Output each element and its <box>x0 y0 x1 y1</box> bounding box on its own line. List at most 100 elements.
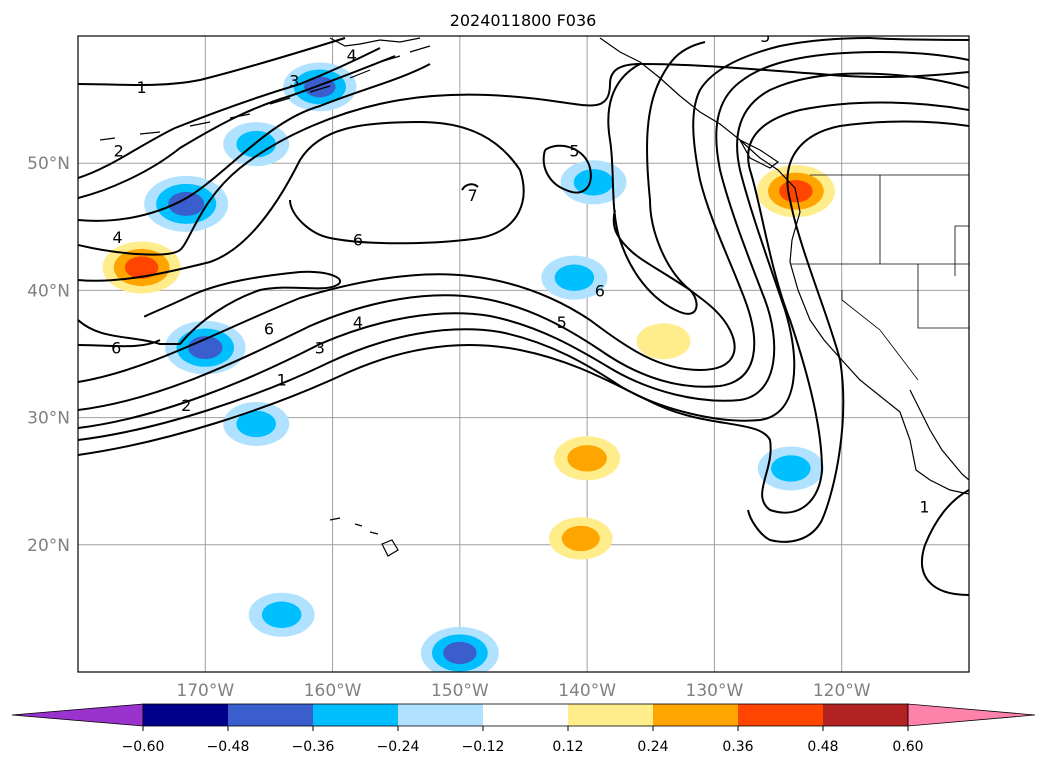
anomaly-level <box>771 455 811 482</box>
negative-anomaly-blob <box>541 255 608 300</box>
anomaly-level <box>443 641 477 665</box>
anomaly-level <box>561 525 600 552</box>
colorbar-segment <box>228 704 313 726</box>
contour-label: 7 <box>467 186 477 205</box>
contour-label: 1 <box>919 498 929 517</box>
colorbar-extend-high <box>907 703 1036 727</box>
contour-line-1-north <box>78 37 346 86</box>
y-tick-label: 30°N <box>27 409 70 429</box>
chart-title: 2024011800 F036 <box>450 11 597 30</box>
contour-label: 6 <box>353 231 363 250</box>
contour-label-layer: 1 2 3 4 5 5 7 6 4 6 5 6 4 6 3 1 2 1 <box>111 27 929 517</box>
negative-anomaly-blob <box>560 160 627 205</box>
map-frame <box>77 35 970 673</box>
anomaly-level <box>573 169 614 196</box>
contour-label: 5 <box>557 313 567 332</box>
negative-anomaly-blob <box>223 122 290 167</box>
colorbar-segment <box>143 704 228 726</box>
vancouver-island <box>738 138 780 169</box>
contour-lines <box>78 37 969 596</box>
negative-anomaly-blob <box>144 175 229 232</box>
colorbar-segment <box>653 704 738 726</box>
hawaii-islands <box>329 517 399 557</box>
colorbar-tick-label: 0.24 <box>637 739 668 755</box>
x-tick-label: 130°W <box>686 681 744 701</box>
colorbar-tick-label: −0.60 <box>122 739 165 755</box>
colorbar-segment <box>568 704 653 726</box>
colorbar-segment <box>823 704 908 726</box>
colorbar-tick-label: 0.12 <box>552 739 583 755</box>
colorbar-tick-label: −0.48 <box>207 739 250 755</box>
baja-california <box>909 389 969 481</box>
landmasses <box>99 37 969 557</box>
contour-line-6-upper <box>78 120 525 282</box>
contour-label: 4 <box>347 46 357 65</box>
aleutian-islands <box>99 45 431 141</box>
anomaly-level <box>636 323 691 360</box>
contour-line-1-far-east <box>747 37 969 596</box>
contour-label: 6 <box>595 281 605 300</box>
contour-label: 6 <box>111 339 121 358</box>
y-tick-label: 50°N <box>27 154 70 174</box>
contour-label: 4 <box>112 228 122 247</box>
colorbar-segment <box>483 704 568 726</box>
anomaly-level <box>554 264 595 291</box>
north-america-coast <box>599 37 969 495</box>
colorbar-tick-label: 0.36 <box>722 739 753 755</box>
anomaly-level <box>124 256 159 279</box>
contour-label: 3 <box>289 72 299 91</box>
negative-anomaly-blob <box>248 592 315 637</box>
anomaly-level <box>168 191 205 216</box>
contour-line-5-small <box>542 144 592 194</box>
contour-line-4-south <box>78 37 871 411</box>
contour-label: 4 <box>353 313 363 332</box>
contour-line-3-south <box>78 51 969 429</box>
contour-line-5-upper <box>78 62 969 256</box>
colorbar-tick-label: −0.24 <box>377 739 420 755</box>
x-tick-label: 160°W <box>304 681 362 701</box>
contour-label: 6 <box>264 320 274 339</box>
positive-anomaly-blob <box>554 436 621 481</box>
colorbar-segment <box>398 704 483 726</box>
contour-label: 1 <box>137 78 147 97</box>
y-tick-label: 20°N <box>27 536 70 556</box>
positive-anomaly-blob <box>548 517 613 560</box>
x-tick-label: 120°W <box>813 681 871 701</box>
contour-line-4-north <box>78 63 431 222</box>
positive-anomaly-blob <box>636 323 691 360</box>
colorbar-tick-label: 0.48 <box>807 739 838 755</box>
anomaly-level <box>261 601 302 628</box>
contour-label: 1 <box>277 370 287 389</box>
x-tick-label: 140°W <box>558 681 616 701</box>
contour-line-6-south <box>78 270 342 345</box>
colorbar-segment <box>738 704 823 726</box>
contour-label: 5 <box>760 27 770 46</box>
colorbar-tick-label: −0.36 <box>292 739 335 755</box>
contour-line-6-east <box>78 63 698 348</box>
negative-anomaly-blob <box>757 446 824 491</box>
contour-line-2-south <box>78 72 969 441</box>
anomaly-level <box>567 445 607 472</box>
colorbar: −0.60 −0.48 −0.36 −0.24 −0.12 0.12 0.24 0.36 0.4… <box>11 703 1036 755</box>
axis-tick-labels: 170°W 160°W 150°W 140°W 130°W 120°W 20°N 30°N 40… <box>27 154 871 701</box>
contour-label: 5 <box>569 141 579 160</box>
negative-anomaly-blob <box>165 320 246 375</box>
negative-anomaly-blob <box>223 401 290 446</box>
colorbar-extend-low <box>11 703 144 727</box>
y-tick-label: 40°N <box>27 281 70 301</box>
colorbar-frame <box>142 703 909 727</box>
contour-line-7 <box>461 183 479 191</box>
contour-label: 2 <box>181 396 191 415</box>
positive-anomaly-blob <box>102 241 181 294</box>
anomaly-level <box>236 410 276 438</box>
colorbar-segment <box>313 704 398 726</box>
contour-line-2-north <box>78 47 381 179</box>
contour-label: 2 <box>114 141 124 160</box>
x-tick-label: 170°W <box>176 681 234 701</box>
alaska-coast <box>329 37 421 47</box>
colorbar-tick-label: −0.12 <box>462 739 505 755</box>
negative-anomaly-blob <box>420 626 499 672</box>
state-border-3 <box>954 225 969 276</box>
state-border-2 <box>841 175 969 381</box>
